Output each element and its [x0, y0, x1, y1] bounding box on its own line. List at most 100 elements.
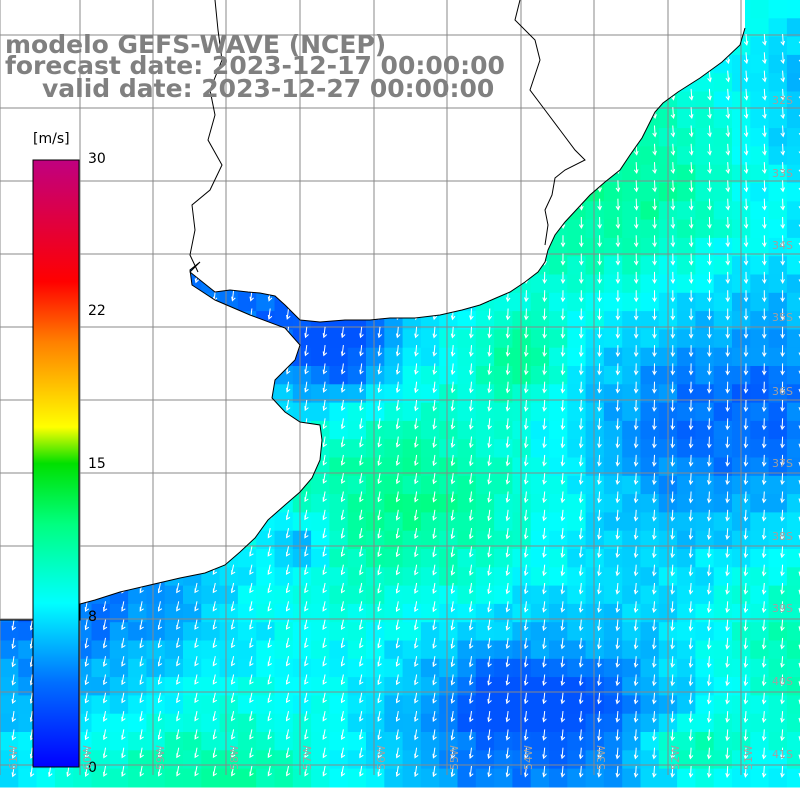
speed-cell [640, 768, 660, 788]
speed-cell [366, 677, 385, 696]
speed-cell [457, 585, 477, 605]
speed-cell [384, 329, 404, 349]
wind-arrow [743, 271, 749, 284]
wind-arrow [139, 528, 144, 539]
speed-cell [347, 384, 367, 404]
wind-arrow [798, 692, 800, 705]
wind-arrow [524, 729, 529, 741]
wind-arrow [524, 88, 529, 101]
wind-arrow [633, 454, 639, 467]
speed-cell [439, 732, 459, 751]
speed-cell [786, 256, 800, 276]
wind-arrow [103, 198, 108, 211]
wind-arrow [707, 216, 712, 229]
speed-cell [347, 658, 367, 678]
wind-arrow [615, 88, 621, 101]
speed-cell [183, 695, 202, 715]
speed-cell [274, 603, 294, 623]
speed-cell [567, 201, 587, 221]
wind-arrow [597, 345, 602, 358]
wind-arrow [524, 52, 529, 65]
wind-arrow [578, 564, 584, 577]
speed-cell [530, 457, 550, 477]
wind-arrow [505, 235, 511, 248]
speed-cell [530, 622, 550, 642]
wind-arrow [688, 271, 694, 284]
wind-arrow [487, 399, 492, 412]
wind-arrow [652, 546, 657, 559]
speed-cell [457, 366, 477, 385]
speed-cell [768, 713, 788, 733]
wind-arrow [249, 564, 254, 575]
wind-arrow [414, 180, 419, 193]
wind-arrow [597, 308, 602, 321]
wind-arrow [743, 454, 749, 467]
speed-cell [713, 439, 733, 459]
speed-cell [256, 439, 276, 459]
wind-arrow [340, 582, 346, 594]
speed-cell [402, 768, 422, 788]
wind-arrow [780, 107, 785, 120]
wind-arrow [725, 582, 730, 595]
wind-arrow [249, 637, 254, 649]
speed-cell [585, 750, 605, 770]
wind-arrow [103, 253, 108, 266]
speed-cell [347, 274, 367, 294]
speed-cell [384, 585, 404, 605]
speed-cell [713, 292, 733, 312]
wind-arrow [579, 33, 584, 46]
speed-cell [549, 567, 568, 587]
speed-cell [128, 494, 147, 513]
speed-cell [475, 183, 495, 202]
wind-arrow [450, 765, 456, 778]
speed-cell [402, 677, 422, 696]
wind-arrow [84, 711, 90, 722]
speed-cell [475, 549, 495, 568]
wind-arrow [84, 271, 90, 284]
wind-arrow [670, 601, 675, 614]
wind-arrow [340, 601, 346, 612]
speed-cell [713, 530, 733, 550]
speed-cell [219, 475, 239, 495]
wind-arrow [652, 747, 657, 760]
wind-arrow [652, 345, 657, 358]
wind-arrow [84, 363, 90, 375]
wind-arrow [761, 436, 767, 449]
wind-arrow [450, 491, 456, 503]
wind-arrow [633, 326, 639, 339]
speed-cell [677, 768, 696, 788]
speed-cell [237, 622, 257, 642]
wind-arrow [414, 656, 419, 668]
wind-arrow [707, 326, 712, 339]
wind-arrow [432, 143, 438, 156]
wind-arrow [450, 363, 456, 376]
wind-arrow [249, 125, 255, 138]
speed-cell [475, 146, 495, 166]
speed-cell [750, 768, 770, 788]
lat-label: 33S [772, 167, 793, 180]
speed-cell [603, 439, 623, 459]
speed-cell [750, 457, 770, 477]
speed-cell [603, 128, 623, 147]
speed-cell [0, 292, 19, 312]
wind-arrow [11, 729, 17, 741]
wind-arrow [267, 216, 273, 229]
wind-arrow [121, 290, 126, 302]
speed-cell [786, 183, 800, 202]
speed-cell [622, 128, 642, 147]
speed-cell [530, 567, 550, 587]
wind-arrow [414, 253, 419, 266]
speed-cell [439, 622, 459, 642]
speed-cell [201, 695, 221, 715]
speed-cell [128, 274, 147, 294]
wind-arrow [743, 564, 749, 577]
wind-arrow [103, 399, 108, 412]
speed-cell [384, 384, 404, 404]
wind-arrow [487, 216, 493, 230]
speed-cell [128, 585, 147, 605]
speed-cell [768, 256, 788, 276]
wind-arrow [578, 509, 584, 522]
wind-arrow [395, 473, 401, 485]
speed-cell [677, 640, 696, 660]
speed-cell [786, 658, 800, 678]
